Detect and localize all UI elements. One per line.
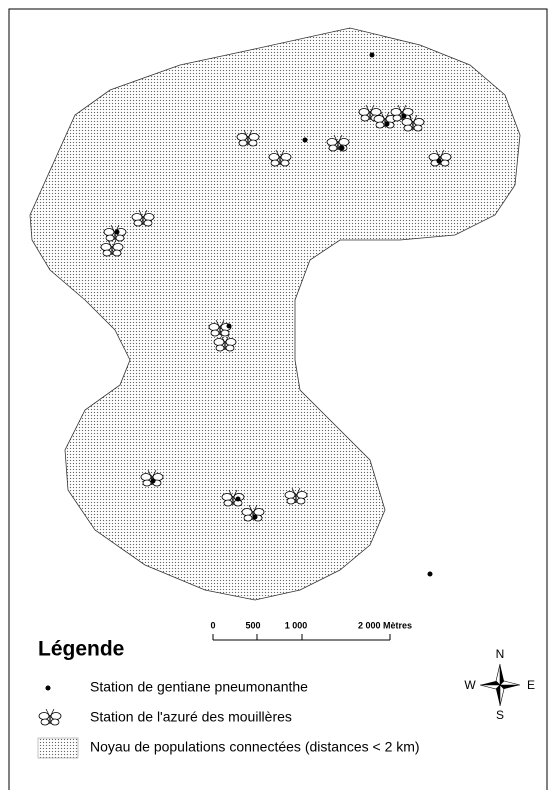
- gentian-site: [339, 145, 345, 151]
- legend-item: Noyau de populations connectées (distanc…: [90, 739, 420, 755]
- gentian-site: [114, 229, 120, 235]
- compass-s: S: [496, 708, 504, 722]
- gentian-site: [369, 52, 375, 58]
- legend-item: Station de l'azuré des mouillères: [90, 709, 292, 725]
- gentian-site: [252, 514, 258, 520]
- population-core: [29, 27, 521, 601]
- sites: [100, 52, 452, 577]
- gentian-site: [401, 113, 407, 119]
- compass-e: E: [527, 678, 535, 692]
- legend-title: Légende: [38, 638, 124, 661]
- compass: N S W E: [464, 647, 535, 722]
- gentian-site: [436, 158, 442, 164]
- scale-bar: 0 500 1 000 2 000 Mètres: [210, 620, 412, 641]
- scale-label: 1 000: [285, 620, 308, 630]
- frame: [8, 8, 548, 790]
- legend-butterfly: [38, 708, 62, 726]
- gentian-site: [150, 478, 156, 484]
- scale-label: 2 000 Mètres: [358, 620, 412, 630]
- compass-n: N: [496, 647, 505, 661]
- compass-w: W: [464, 678, 476, 692]
- legend-item: Station de gentiane pneumonanthe: [90, 679, 308, 695]
- legend-dot: [45, 685, 51, 691]
- gentian-site: [235, 496, 241, 502]
- legend-swatch: [37, 737, 79, 759]
- gentian-site: [302, 137, 308, 143]
- gentian-site: [384, 121, 390, 127]
- scale-label: 0: [210, 620, 215, 630]
- gentian-site: [226, 323, 232, 329]
- gentian-site: [427, 571, 433, 577]
- scale-label: 500: [245, 620, 260, 630]
